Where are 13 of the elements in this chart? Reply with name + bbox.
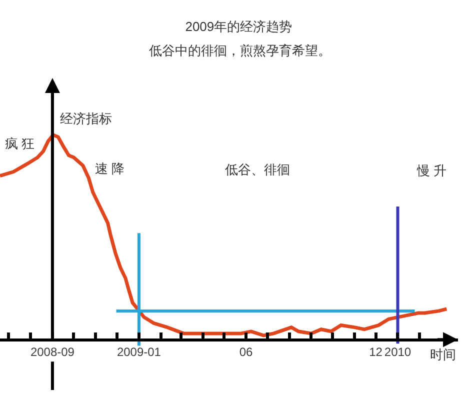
x-tick-label: 2009-01 [116, 344, 162, 359]
chart-subtitle: 低谷中的徘徊，煎熬孕育希望。 [149, 43, 331, 58]
x-tick-label: 12 [369, 344, 383, 359]
annotation: 速 降 [95, 161, 125, 176]
x-axis-title: 时间 [430, 347, 456, 362]
annotation: 慢 升 [416, 163, 447, 178]
annotation: 低谷、徘徊 [225, 162, 290, 177]
x-tick-label: 2010 [384, 344, 412, 359]
x-tick-label: 2008-09 [30, 344, 75, 359]
y-axis-title: 经济指标 [60, 111, 112, 126]
x-tick-label: 06 [239, 344, 254, 359]
annotation: 疯 狂 [5, 136, 35, 151]
chart-title: 2009年的经济趋势 [185, 19, 292, 34]
